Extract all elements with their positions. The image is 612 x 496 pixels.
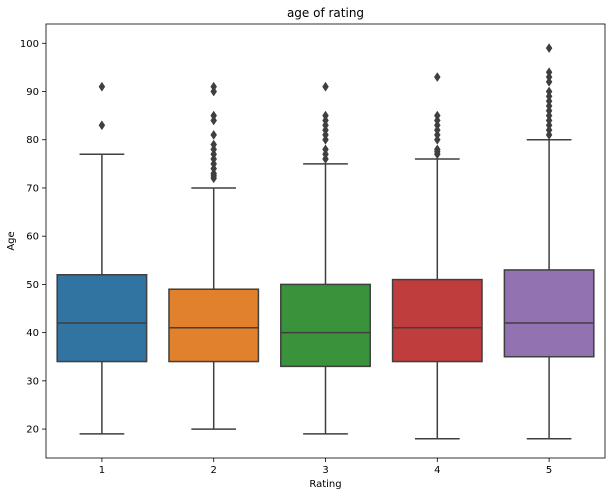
x-tick-label: 4 (434, 465, 440, 476)
x-tick-label: 5 (546, 465, 552, 476)
outlier-point (210, 129, 218, 140)
outlier-point (433, 110, 441, 121)
outlier-point (98, 120, 106, 131)
iqr-box (56, 274, 148, 363)
x-tick-label: 2 (211, 465, 217, 476)
outlier-point (322, 110, 329, 121)
iqr-box (168, 288, 260, 363)
y-tick-label: 100 (20, 39, 39, 50)
outlier-point (545, 67, 553, 78)
y-tick-label: 70 (26, 183, 39, 194)
outlier-point (545, 86, 553, 97)
outlier-point (545, 43, 553, 54)
iqr-box (391, 278, 483, 363)
x-tick-label: 3 (322, 465, 328, 476)
chart-title: age of rating (287, 6, 364, 20)
y-axis-label: Age (6, 231, 17, 250)
plot-area: 20 30 40 50 60 70 80 90 100 1 2 3 4 5 (20, 23, 606, 476)
y-tick-label: 50 (26, 280, 39, 291)
y-tick-label: 40 (26, 328, 39, 339)
iqr-box (280, 283, 371, 368)
outlier-point (433, 144, 441, 155)
outlier-point (210, 81, 218, 92)
iqr-box (503, 269, 595, 358)
y-tick-label: 80 (26, 135, 39, 146)
y-tick-label: 90 (26, 87, 39, 98)
outlier-point (433, 72, 441, 82)
x-tick-label: 1 (99, 465, 105, 476)
y-tick-label: 60 (26, 232, 39, 243)
outlier-point (322, 144, 329, 155)
outlier-point (322, 81, 329, 92)
x-axis-label: Rating (309, 479, 341, 490)
outlier-point (210, 110, 218, 121)
y-tick-label: 20 (26, 425, 39, 436)
outlier-point (98, 81, 106, 92)
outlier-point (210, 139, 218, 150)
y-tick-label: 30 (26, 376, 39, 387)
